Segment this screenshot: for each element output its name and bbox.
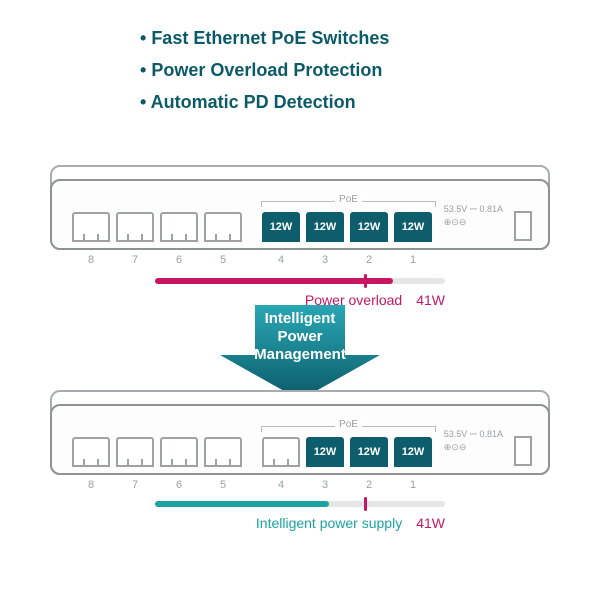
switch-device-top: PoE 53.5V ⎓ 0.81A ⊕⊙⊖ 12W 12W 12W 12W 8 … <box>50 165 550 250</box>
port-1: 12W <box>394 212 432 242</box>
spec-voltage: 53.5V ⎓ 0.81A <box>444 203 503 216</box>
bar-fill <box>155 501 329 507</box>
port-7 <box>116 212 154 242</box>
bullet-item: Automatic PD Detection <box>140 86 389 118</box>
bar-track <box>155 501 445 507</box>
arrow-icon: Intelligent Power Management <box>220 305 380 400</box>
port-8 <box>72 212 110 242</box>
caption-value: 41W <box>416 515 445 531</box>
arrow-text-2: Power <box>277 328 322 345</box>
port-5 <box>204 212 242 242</box>
power-bar-supply: Intelligent power supply 41W <box>155 501 445 531</box>
ports-row: 12W 12W 12W 12W <box>72 212 432 242</box>
bar-limit-tick <box>364 497 367 511</box>
poe-label: PoE <box>335 419 362 430</box>
port-numbers: 8 7 6 5 4 3 2 1 <box>72 479 432 491</box>
bar-caption: Intelligent power supply 41W <box>155 515 445 531</box>
spec-label: 53.5V ⎓ 0.81A ⊕⊙⊖ <box>444 428 503 453</box>
port-3: 12W <box>306 437 344 467</box>
caption-label: Intelligent power supply <box>256 515 402 531</box>
caption-value: 41W <box>416 292 445 308</box>
arrow-text-3: Management <box>254 346 346 363</box>
switch-body: PoE 53.5V ⎓ 0.81A ⊕⊙⊖ 12W 12W 12W <box>50 404 550 475</box>
ports-row: 12W 12W 12W <box>72 437 432 467</box>
port-7 <box>116 437 154 467</box>
port-6 <box>160 212 198 242</box>
port-4 <box>262 437 300 467</box>
bullet-item: Power Overload Protection <box>140 54 389 86</box>
spec-label: 53.5V ⎓ 0.81A ⊕⊙⊖ <box>444 203 503 228</box>
port-numbers: 8 7 6 5 4 3 2 1 <box>72 254 432 266</box>
port-1: 12W <box>394 437 432 467</box>
port-8 <box>72 437 110 467</box>
bullet-item: Fast Ethernet PoE Switches <box>140 22 389 54</box>
port-5 <box>204 437 242 467</box>
port-6 <box>160 437 198 467</box>
port-3: 12W <box>306 212 344 242</box>
switch-device-bottom: PoE 53.5V ⎓ 0.81A ⊕⊙⊖ 12W 12W 12W 8 7 6 … <box>50 390 550 475</box>
port-2: 12W <box>350 437 388 467</box>
arrow-text-1: Intelligent <box>265 310 336 327</box>
spec-polarity: ⊕⊙⊖ <box>444 441 503 454</box>
power-bar-overload: Power overload 41W <box>155 278 445 308</box>
port-2: 12W <box>350 212 388 242</box>
spec-polarity: ⊕⊙⊖ <box>444 216 503 229</box>
bar-track <box>155 278 445 284</box>
port-4: 12W <box>262 212 300 242</box>
feature-bullets: Fast Ethernet PoE Switches Power Overloa… <box>140 22 389 118</box>
bar-fill <box>155 278 393 284</box>
spec-voltage: 53.5V ⎓ 0.81A <box>444 428 503 441</box>
power-jack-icon <box>514 436 532 466</box>
switch-body: PoE 53.5V ⎓ 0.81A ⊕⊙⊖ 12W 12W 12W 12W <box>50 179 550 250</box>
poe-label: PoE <box>335 194 362 205</box>
bar-limit-tick <box>364 274 367 288</box>
power-jack-icon <box>514 211 532 241</box>
